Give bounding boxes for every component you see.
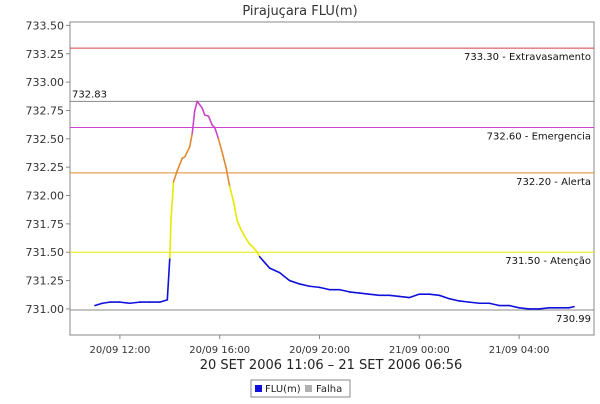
plot-area <box>69 21 595 336</box>
series-segment <box>268 267 281 274</box>
series-segment <box>568 305 575 309</box>
series-segment <box>183 145 191 158</box>
series-segment <box>448 297 461 302</box>
series-segment <box>458 300 471 303</box>
series-segment <box>101 301 111 305</box>
series-segment <box>288 279 301 285</box>
series-segment <box>398 295 411 299</box>
series-segment <box>248 243 256 250</box>
series-segment <box>508 304 520 309</box>
threshold-label: 733.30 - Extravasamento <box>464 52 591 63</box>
y-axis: 733.50 733.25 733.00 732.75 732.50 732.25 732.… <box>26 19 70 316</box>
series-segment <box>488 302 500 307</box>
legend-label-flu: FLU(m) <box>265 384 301 395</box>
series-segment <box>232 200 238 222</box>
series-segment <box>169 217 172 259</box>
series-segment <box>191 109 196 134</box>
series-segment <box>408 293 421 299</box>
series-segment <box>236 219 242 231</box>
series-segment <box>308 285 321 289</box>
threshold-label: 732.20 - Alerta <box>516 177 591 188</box>
y-tick-label: 732.50 <box>26 133 65 146</box>
legend-label-falha: Falha <box>316 384 342 395</box>
y-tick-label: 732.25 <box>26 161 65 174</box>
legend-box <box>250 379 351 398</box>
x-tick-label: 20/09 20:00 <box>289 345 350 356</box>
legend: FLU(m) Falha <box>250 379 351 398</box>
series-segment <box>263 261 271 269</box>
series-segment <box>176 157 184 172</box>
series-segment <box>258 255 266 264</box>
x-tick-label: 21/09 04:00 <box>489 345 550 356</box>
threshold-lines: 733.30 - Extravasamento 732.83 732.60 - Em… <box>70 47 594 325</box>
y-tick-label: 731.75 <box>26 218 65 231</box>
series-segment <box>170 181 175 219</box>
series-segment <box>201 107 206 116</box>
series-segment <box>318 286 331 291</box>
legend-swatch-falha <box>305 385 312 392</box>
series-segment <box>213 126 220 140</box>
series-segment <box>207 115 214 126</box>
series-segment <box>368 293 381 297</box>
series-segment <box>358 292 371 295</box>
series-segment <box>94 302 104 307</box>
x-axis-label: 20 SET 2006 11:06 – 21 SET 2006 06:56 <box>200 358 463 373</box>
x-tick-label: 20/09 16:00 <box>189 345 250 356</box>
y-tick-label: 731.00 <box>26 303 65 316</box>
series-segment <box>243 235 251 246</box>
y-tick-label: 731.25 <box>26 275 65 288</box>
series-segment <box>468 301 481 305</box>
series-segment <box>228 185 235 202</box>
series-segment <box>338 288 351 293</box>
series-segment <box>217 138 224 154</box>
y-tick-label: 733.25 <box>26 48 65 61</box>
threshold-label: 731.50 - Atenção <box>505 256 591 267</box>
x-axis: 20/09 12:00 20/09 16:00 20/09 20:00 21/09 0… <box>89 335 550 356</box>
x-tick-label: 20/09 12:00 <box>89 345 150 356</box>
y-tick-label: 732.00 <box>26 190 65 203</box>
x-tick-label: 21/09 00:00 <box>389 345 450 356</box>
series-segment <box>193 100 199 112</box>
series-segment <box>518 306 530 310</box>
y-tick-label: 733.50 <box>26 19 65 32</box>
series-segment <box>256 251 261 258</box>
threshold-label: 730.99 <box>556 314 591 325</box>
y-tick-label: 732.75 <box>26 104 65 117</box>
chart-title: Pirajuçara FLU(m) <box>242 4 357 19</box>
series-segment <box>119 301 131 305</box>
threshold-label: 732.83 <box>72 89 107 100</box>
series-segment <box>438 294 451 300</box>
series-segment <box>225 166 231 188</box>
series-layer <box>94 100 575 310</box>
legend-swatch-flu <box>255 385 262 392</box>
series-segment <box>172 169 179 183</box>
threshold-label: 732.60 - Emergencia <box>487 131 591 142</box>
series-segment <box>240 228 246 238</box>
series-segment <box>188 132 194 148</box>
series-segment <box>538 306 550 310</box>
series-segment <box>428 293 441 297</box>
y-tick-label: 731.50 <box>26 246 65 259</box>
series-segment <box>129 301 141 305</box>
series-segment <box>166 257 171 301</box>
series-segment <box>159 299 169 303</box>
y-tick-label: 733.00 <box>26 76 65 89</box>
series-segment <box>221 151 227 168</box>
series-segment <box>298 283 311 288</box>
series-segment <box>278 271 291 282</box>
series-segment <box>348 291 361 294</box>
series-segment <box>388 294 401 298</box>
